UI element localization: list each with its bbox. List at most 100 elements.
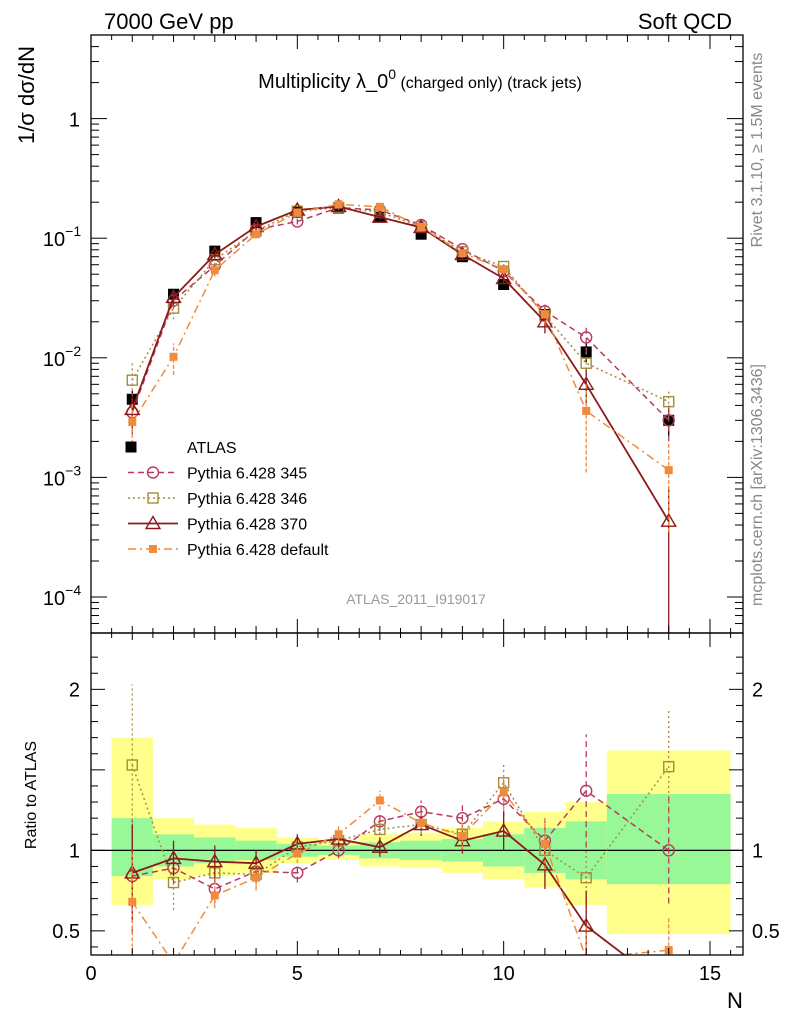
marker-main-point (165, 288, 182, 304)
marker-ratio-point (580, 872, 592, 884)
x-tick-label: 5 (292, 963, 303, 985)
ratio-y-tick-label-left: 2 (69, 679, 80, 701)
ratio-y-tick-label-left: 1 (69, 840, 80, 862)
legend: ATLAS Pythia 6.428 345 Pythia 6.428 346 Pyt… (125, 440, 329, 559)
x-tick-label: 15 (699, 963, 721, 985)
marker-ratio-point (371, 838, 389, 853)
marker-main-point (660, 512, 677, 527)
ratio-frame (90, 632, 744, 956)
x-tick-label: 0 (85, 963, 96, 985)
marker-main-point (415, 228, 427, 240)
main-y-tick-label: 1 (69, 110, 80, 132)
main-ylabel: 1/σ dσ/dN (14, 46, 39, 144)
axes-group: 0 5 10 15 1 10−1 10−2 10−3 10−4 0.5 0.5 1 1 2 2 (43, 34, 780, 985)
main-y-tick-label: 10−1 (43, 223, 81, 251)
marker-main-point (663, 395, 675, 408)
marker-main-point (664, 466, 673, 475)
marker-ratio-point (291, 866, 304, 880)
marker-main-point (662, 414, 675, 427)
marker-main-point (417, 223, 426, 232)
ratio-series-pythia-6-428-346 (126, 684, 675, 918)
marker-legend (146, 466, 160, 479)
header-right-label: Soft QCD (638, 9, 732, 34)
marker-ratio-point (247, 854, 265, 869)
ratio-uncertainty-bands (91, 737, 743, 935)
marker-ratio-point (662, 844, 675, 857)
x-tick-label: 10 (493, 963, 515, 985)
main-series-atlas (126, 202, 675, 437)
main-y-tick-label: 10−2 (43, 343, 81, 371)
main-y-tick-label: 10−3 (43, 462, 81, 490)
main-series-pythia-6-428-default (128, 200, 673, 532)
main-y-tick-label: 10−4 (43, 582, 81, 610)
marker-main-point (499, 265, 508, 274)
ratio-y-tick-label-right: 2 (752, 679, 763, 701)
main-line (131, 206, 670, 403)
ratio-y-tick-label-left: 0.5 (52, 921, 80, 943)
marker-ratio-point (662, 982, 676, 994)
marker-legend (125, 441, 137, 453)
marker-main-point (210, 266, 219, 275)
marker-main-point (128, 418, 137, 427)
legend-label: ATLAS (187, 440, 237, 457)
marker-main-point (169, 352, 178, 361)
marker-ratio-point (579, 784, 593, 797)
marker-ratio-point (417, 818, 426, 827)
marker-main-point (293, 208, 302, 217)
marker-main-point (250, 217, 262, 229)
marker-ratio-point (165, 850, 182, 865)
legend-label: Pythia 6.428 346 (187, 491, 307, 508)
marker-ratio-point (126, 759, 138, 771)
rivet-version-label: Rivet 3.1.10, ≥ 1.5M events (749, 53, 766, 248)
chart-title: Multiplicity λ_00 (charged only) (track … (258, 66, 582, 93)
marker-ratio-point (167, 876, 180, 889)
marker-ratio-point (293, 849, 302, 858)
marker-main-point (495, 270, 512, 285)
marker-ratio-point (170, 959, 178, 967)
marker-main-point (540, 310, 549, 319)
marker-ratio-point (373, 815, 387, 828)
ratio-series-group (124, 684, 676, 994)
marker-ratio-point (334, 830, 343, 839)
marker-ratio-point (210, 891, 219, 900)
marker-main-point (126, 374, 138, 386)
marker-ratio-point (540, 839, 549, 848)
legend-label: Pythia 6.428 default (187, 542, 329, 559)
marker-ratio-point (128, 897, 137, 906)
main-line (131, 203, 670, 471)
marker-ratio-point (495, 822, 512, 837)
header-left-label: 7000 GeV pp (104, 9, 234, 34)
marker-main-point (334, 200, 343, 209)
marker-ratio-point (206, 853, 224, 868)
marker-legend (144, 515, 162, 530)
main-series-pythia-6-428-345 (126, 201, 675, 442)
legend-label: Pythia 6.428 345 (187, 466, 307, 483)
marker-ratio-point (577, 917, 595, 932)
marker-main-point (206, 246, 224, 261)
marker-main-point (582, 406, 591, 415)
marker-main-point (579, 331, 593, 344)
marker-main-point (458, 249, 467, 258)
marker-ratio-point (375, 796, 384, 805)
analysis-label: ATLAS_2011_I919017 (346, 591, 486, 607)
ratio-ylabel: Ratio to ATLAS (23, 741, 40, 849)
marker-main-point (124, 401, 141, 416)
marker-main-point (536, 313, 554, 328)
marker-legend (147, 492, 159, 504)
marker-main-point (580, 357, 592, 369)
marker-main-point (252, 230, 261, 239)
marker-ratio-point (374, 823, 386, 836)
main-series-group (124, 198, 677, 633)
ratio-y-tick-label-right: 0.5 (752, 921, 780, 943)
marker-ratio-point (663, 760, 675, 773)
marker-ratio-point (536, 856, 554, 871)
marker-main-point (577, 375, 595, 391)
marker-main-point (375, 202, 384, 211)
mcplots-reference-label: mcplots.cern.ch [arXiv:1306.3436] (749, 364, 766, 606)
marker-ratio-point (252, 873, 261, 882)
legend-label: Pythia 6.428 370 (187, 517, 307, 534)
marker-ratio-point (499, 788, 508, 797)
ratio-y-tick-label-right: 1 (752, 840, 763, 862)
